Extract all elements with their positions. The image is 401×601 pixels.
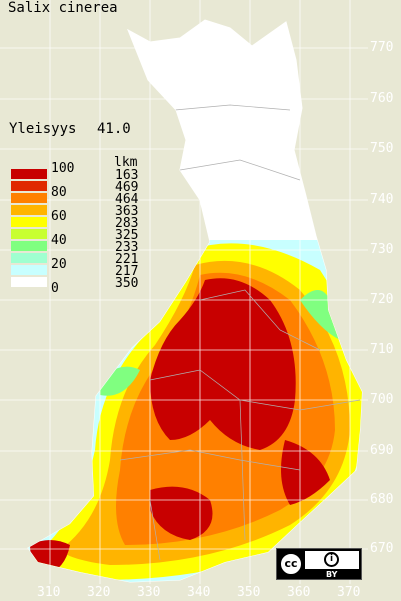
y-tick-label: 680 [370,492,394,507]
x-tick-label: 330 [137,585,161,600]
y-tick-label: 760 [370,91,394,106]
legend-pct: 0 [51,281,59,296]
legend-swatch-3 [11,205,47,215]
frequency-label: Yleisyys [9,121,77,137]
y-tick-label: 750 [370,141,394,156]
legend-pct: 80 [51,185,67,200]
legend-pct: 60 [51,209,67,224]
legend-swatch-0 [11,169,47,179]
attribution-icon: i [324,552,339,567]
legend-pct: 40 [51,233,67,248]
legend-count: 163 [115,168,139,183]
legend-pct: 100 [51,161,75,176]
cc-by-icon[interactable]: cc i BY [276,548,362,580]
legend-swatch-6 [11,241,47,251]
legend-count: 363 [115,204,139,219]
cc-logo-icon: cc [279,552,303,576]
legend-count-header: lkm [114,155,138,170]
frequency-value: 41.0 [97,121,131,137]
cc-by-label: BY [326,570,338,579]
legend-swatch-2 [11,193,47,203]
x-tick-label: 310 [37,585,61,600]
legend-count: 325 [115,228,139,243]
distribution-fill [28,240,362,582]
legend-swatch-4 [11,217,47,227]
x-tick-label: 340 [187,585,211,600]
y-tick-label: 710 [370,342,394,357]
legend-count: 233 [115,240,139,255]
legend-count: 217 [115,264,139,279]
y-tick-label: 770 [370,40,394,55]
legend-count: 221 [115,252,139,267]
x-tick-label: 350 [237,585,261,600]
y-tick-label: 670 [370,541,394,556]
legend-pct: 20 [51,257,67,272]
y-tick-label: 740 [370,192,394,207]
x-tick-label: 360 [287,585,311,600]
legend-swatch-5 [11,229,47,239]
y-tick-label: 720 [370,292,394,307]
legend-count: 350 [115,276,139,291]
province-borders [119,104,361,561]
y-tick-label: 700 [370,392,394,407]
legend-count: 283 [115,216,139,231]
legend-count: 469 [115,180,139,195]
species-title: Salix cinerea [8,0,118,16]
legend-swatch-9 [11,277,47,287]
x-tick-label: 370 [337,585,361,600]
y-tick-label: 730 [370,242,394,257]
legend-count: 464 [115,192,139,207]
x-tick-label: 320 [87,585,111,600]
y-tick-label: 690 [370,443,394,458]
legend-swatch-7 [11,253,47,263]
legend-swatch-1 [11,181,47,191]
legend-swatch-8 [11,265,47,275]
